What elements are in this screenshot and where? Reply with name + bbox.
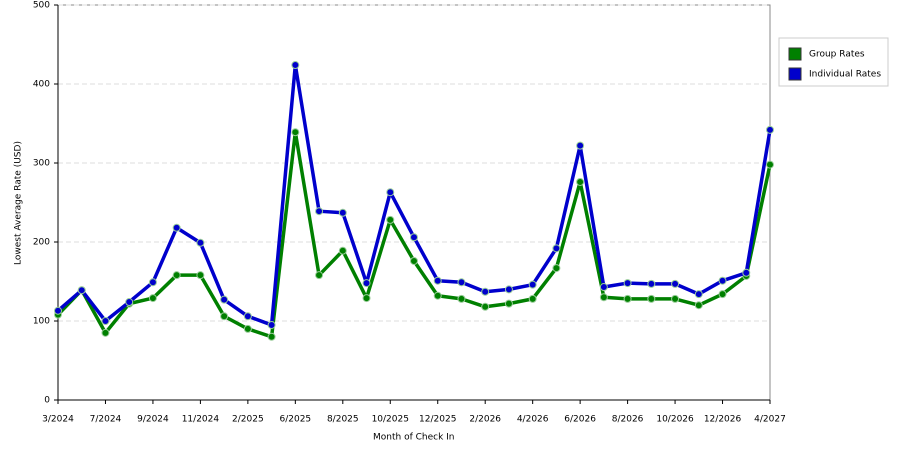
data-point xyxy=(386,188,395,197)
x-axis-label: Month of Check In xyxy=(373,433,455,443)
data-point xyxy=(576,141,585,150)
x-tick-label: 3/2024 xyxy=(42,415,74,425)
data-point xyxy=(54,306,62,315)
data-point xyxy=(101,328,110,337)
data-point xyxy=(552,264,561,273)
data-point xyxy=(338,246,347,255)
data-point xyxy=(362,294,371,303)
data-point xyxy=(766,160,774,169)
x-tick-label: 12/2026 xyxy=(704,415,742,425)
y-tick-label: 0 xyxy=(44,396,50,406)
data-point xyxy=(101,317,110,325)
data-point xyxy=(267,320,276,329)
y-tick-label: 100 xyxy=(33,317,50,327)
data-point xyxy=(718,290,727,299)
x-tick-label: 11/2024 xyxy=(182,415,220,425)
x-tick-label: 2/2025 xyxy=(232,415,264,425)
x-tick-label: 10/2025 xyxy=(372,415,409,425)
y-tick-label: 500 xyxy=(33,1,50,11)
legend-swatch xyxy=(788,67,802,81)
data-point xyxy=(599,293,608,302)
data-point xyxy=(528,294,537,303)
data-point xyxy=(694,290,703,299)
data-point xyxy=(386,215,395,224)
y-tick-label: 400 xyxy=(33,80,50,90)
x-tick-label: 10/2026 xyxy=(656,415,694,425)
data-point xyxy=(410,256,418,265)
data-point xyxy=(457,278,466,287)
x-tick-label: 8/2026 xyxy=(612,415,644,425)
x-tick-label: 6/2025 xyxy=(279,415,311,425)
data-point xyxy=(457,294,466,303)
data-point xyxy=(433,291,442,300)
x-tick-label: 4/2026 xyxy=(517,415,549,425)
data-point xyxy=(267,332,276,341)
data-point xyxy=(148,278,157,287)
y-tick-label: 300 xyxy=(33,159,50,169)
y-tick-label: 200 xyxy=(33,238,50,248)
data-point xyxy=(433,276,442,285)
data-point xyxy=(599,283,608,292)
x-tick-label: 12/2025 xyxy=(419,415,456,425)
data-point xyxy=(291,61,300,70)
data-point xyxy=(671,279,680,288)
data-point xyxy=(77,286,86,295)
x-tick-label: 2/2026 xyxy=(469,415,501,425)
x-tick-label: 6/2026 xyxy=(564,415,596,425)
x-tick-label: 7/2024 xyxy=(90,415,122,425)
y-axis-label: Lowest Average Rate (USD) xyxy=(14,141,24,265)
data-point xyxy=(148,294,157,303)
data-point xyxy=(481,302,490,311)
data-point xyxy=(172,271,181,280)
data-point xyxy=(576,177,585,186)
data-point xyxy=(694,301,703,310)
data-point xyxy=(766,125,774,134)
data-point xyxy=(504,299,513,308)
data-point xyxy=(647,279,656,288)
data-point xyxy=(552,244,561,253)
legend-label: Individual Rates xyxy=(809,70,881,80)
data-point xyxy=(742,268,751,277)
data-point xyxy=(647,294,656,303)
data-point xyxy=(362,279,371,288)
data-point xyxy=(172,223,181,232)
data-point xyxy=(410,233,418,242)
legend-label: Group Rates xyxy=(809,50,865,60)
data-point xyxy=(315,207,324,216)
data-point xyxy=(338,208,347,217)
data-point xyxy=(504,285,513,294)
data-point xyxy=(481,287,490,296)
data-point xyxy=(315,271,324,280)
plot-frame xyxy=(57,4,771,401)
data-point xyxy=(718,276,727,285)
data-point xyxy=(220,295,229,304)
data-point xyxy=(528,280,537,289)
x-tick-label: 8/2025 xyxy=(327,415,359,425)
data-point xyxy=(671,294,680,303)
data-point xyxy=(125,298,134,307)
data-point xyxy=(196,238,205,247)
data-point xyxy=(291,128,300,137)
data-point xyxy=(623,279,632,288)
x-tick-label: 4/2027 xyxy=(754,415,786,425)
data-point xyxy=(220,312,229,321)
data-point xyxy=(196,271,205,280)
legend-swatch xyxy=(788,47,802,61)
data-point xyxy=(243,324,252,333)
data-point xyxy=(243,312,252,321)
x-tick-label: 9/2024 xyxy=(137,415,169,425)
data-point xyxy=(623,294,632,303)
